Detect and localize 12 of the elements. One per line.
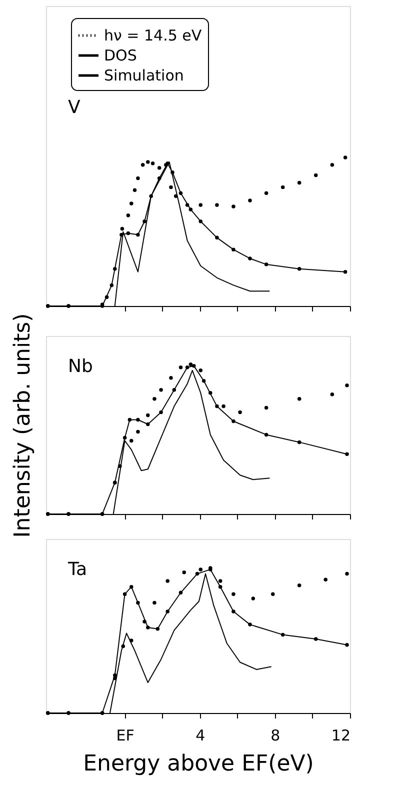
chart-title: V (68, 97, 81, 118)
legend-label: DOS (104, 46, 137, 64)
x-tick-label: 12 (331, 726, 350, 744)
y-axis-title: Intensity (arb. units) (10, 313, 36, 538)
legend-label: hν = 14.5 eV (104, 26, 202, 44)
x-tick-label: 4 (196, 726, 206, 744)
x-tick-label: 8 (270, 726, 280, 744)
chart-title: Ta (67, 559, 88, 580)
legend-label: Simulation (104, 66, 184, 84)
x-axis-title: Energy above EF(eV) (83, 752, 314, 776)
x-tick-label: EF (116, 726, 134, 744)
chart-title: Nb (68, 356, 93, 377)
